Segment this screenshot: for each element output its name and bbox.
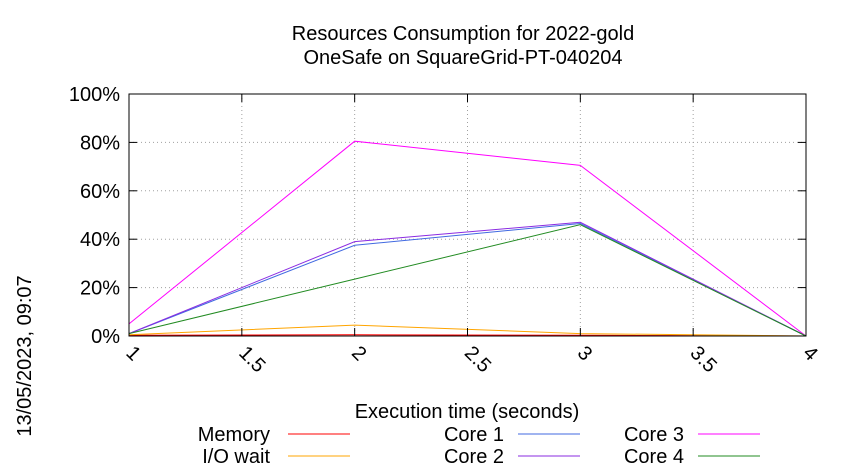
x-tick-label: 1.5 [234,342,269,377]
x-axis-label: Execution time (seconds) [355,401,580,423]
x-tick-label: 1 [121,342,144,365]
legend-label-core-1: Core 1 [444,424,504,446]
y-tick-label: 80% [80,132,120,154]
grid [129,94,806,336]
axis-ticks: 0% 20% 40% 60% 80% 100% 1 1.5 2 2.5 3 3.5 4 [69,84,822,377]
series-line-core-3 [128,140,807,337]
series-line-core-2 [128,221,807,337]
legend-label-core-4: Core 4 [624,446,684,468]
series-line-core-1 [128,222,807,337]
y-tick-label: 20% [80,278,120,300]
x-tick-label: 2.5 [460,342,495,377]
chart-title-line-2: OneSafe on SquareGrid-PT-040204 [303,47,622,69]
y-tick-label: 100% [69,84,120,106]
legend-label-core-2: Core 2 [444,446,504,468]
legend-label-i-o-wait: I/O wait [202,446,270,468]
legend-label-memory: Memory [198,424,270,446]
chart-title-line-1: Resources Consumption for 2022-gold [292,23,634,45]
series-line-core-4 [128,224,807,337]
y-tick-label: 60% [80,181,120,203]
x-tick-label: 3.5 [686,342,721,377]
x-tick-label: 4 [798,342,821,365]
y-tick-label: 0% [91,326,120,348]
y-tick-label: 40% [80,229,120,251]
x-tick-label: 2 [347,342,370,365]
x-tick-label: 3 [573,342,596,365]
legend-label-core-3: Core 3 [624,424,684,446]
timestamp-label: 13/05/2023, 09:07 [14,275,36,436]
